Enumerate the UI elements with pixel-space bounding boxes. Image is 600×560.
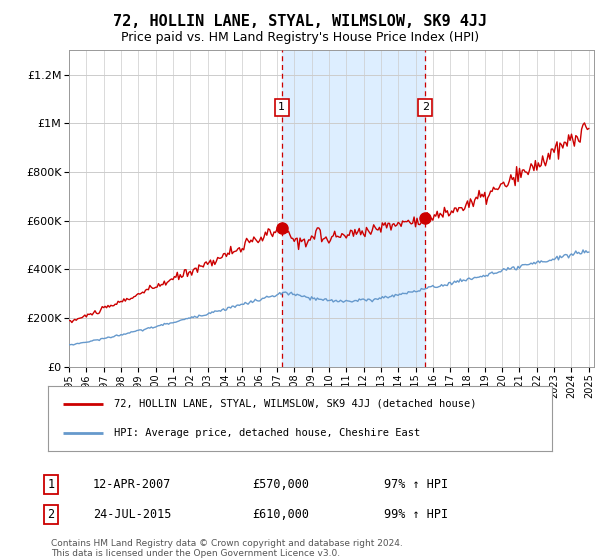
Text: £570,000: £570,000 (252, 478, 309, 491)
Text: HPI: Average price, detached house, Cheshire East: HPI: Average price, detached house, Ches… (113, 428, 420, 438)
Text: 12-APR-2007: 12-APR-2007 (93, 478, 172, 491)
Text: 1: 1 (47, 478, 55, 491)
Text: 2: 2 (422, 102, 429, 113)
Text: £610,000: £610,000 (252, 507, 309, 521)
Text: 2: 2 (47, 507, 55, 521)
Text: 72, HOLLIN LANE, STYAL, WILMSLOW, SK9 4JJ: 72, HOLLIN LANE, STYAL, WILMSLOW, SK9 4J… (113, 14, 487, 29)
Text: 72, HOLLIN LANE, STYAL, WILMSLOW, SK9 4JJ (detached house): 72, HOLLIN LANE, STYAL, WILMSLOW, SK9 4J… (113, 399, 476, 409)
Text: 1: 1 (278, 102, 285, 113)
Text: 24-JUL-2015: 24-JUL-2015 (93, 507, 172, 521)
Bar (282, 50, 425, 367)
Text: 97% ↑ HPI: 97% ↑ HPI (384, 478, 448, 491)
Text: Contains HM Land Registry data © Crown copyright and database right 2024.
This d: Contains HM Land Registry data © Crown c… (51, 539, 403, 558)
Text: Price paid vs. HM Land Registry's House Price Index (HPI): Price paid vs. HM Land Registry's House … (121, 31, 479, 44)
Text: 99% ↑ HPI: 99% ↑ HPI (384, 507, 448, 521)
